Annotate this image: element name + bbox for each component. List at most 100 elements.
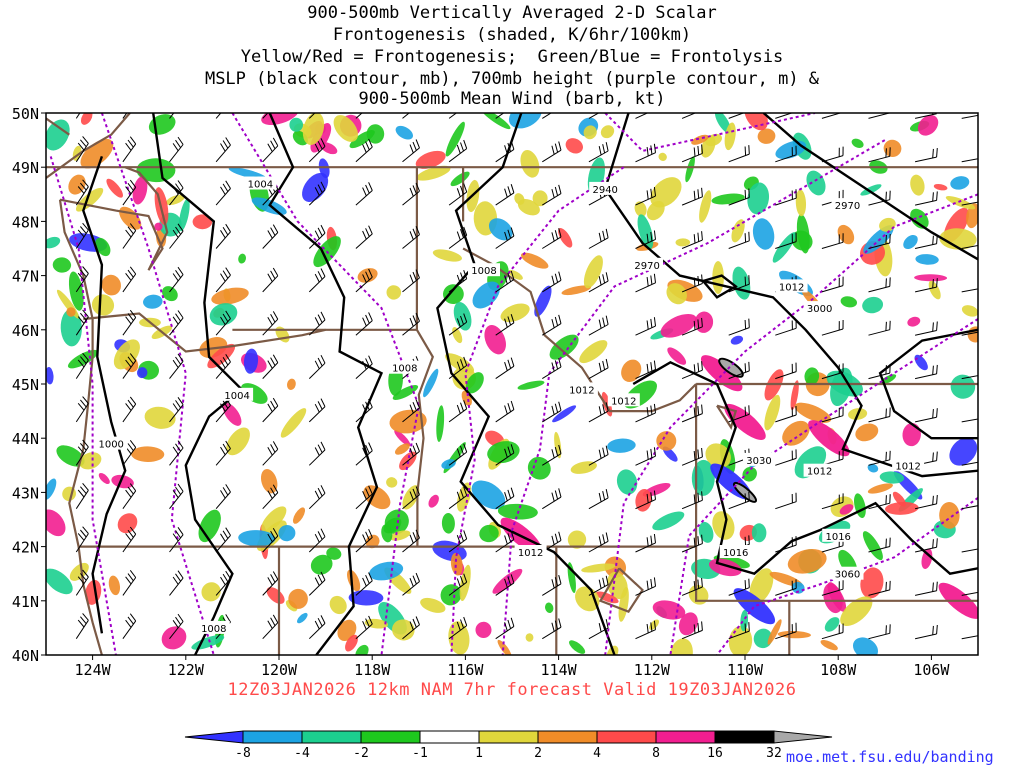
barb-flag — [127, 226, 134, 235]
wind-barb — [635, 490, 656, 510]
barb-flag — [320, 571, 326, 581]
barb-flag — [554, 533, 559, 543]
barb-flag — [320, 528, 326, 537]
credit-link[interactable]: moe.met.fsu.edu/banding — [786, 748, 994, 766]
barb-flag — [456, 448, 461, 458]
barb-flag — [320, 615, 326, 624]
barb-flag — [983, 583, 984, 592]
barb-flag — [646, 623, 649, 634]
barb-flag — [602, 577, 606, 587]
barb-flag — [510, 617, 515, 627]
shade-blob — [561, 285, 592, 296]
barb-flag — [365, 444, 370, 454]
wind-barb — [215, 137, 231, 163]
wind-barb — [914, 234, 938, 249]
wind-barb — [542, 618, 562, 640]
barb-flag — [175, 139, 182, 148]
state-border-line — [59, 166, 169, 271]
barb-flag — [129, 569, 137, 578]
shade-blob — [740, 609, 749, 632]
lon-label: 118W — [354, 661, 391, 679]
barb-flag — [653, 317, 656, 327]
shade-blob — [287, 378, 296, 390]
shade-blob — [966, 203, 978, 229]
barb-flag — [366, 98, 370, 106]
wind-barb — [122, 526, 137, 553]
barb-flag — [314, 620, 320, 630]
barb-flag — [463, 226, 468, 236]
barb-flag — [129, 526, 137, 535]
barb-flag — [321, 95, 325, 103]
shade-blob — [747, 182, 770, 215]
mslp-1016b — [632, 360, 978, 576]
barb-flag — [175, 400, 182, 409]
wind-barb — [961, 583, 984, 596]
wind-barb — [681, 274, 703, 293]
barb-flag — [697, 232, 700, 242]
shade-blob — [607, 438, 636, 453]
shade-blob — [854, 493, 866, 519]
barb-flag — [983, 192, 984, 201]
pressure-label: 1012 — [779, 282, 804, 293]
barb-flag — [270, 400, 276, 410]
barb-flag — [650, 318, 653, 328]
colorbar-label: 2 — [534, 746, 542, 761]
wind-barb — [821, 319, 844, 336]
barb-shaft — [914, 373, 937, 380]
barb-flag — [368, 355, 373, 365]
barb-flag — [507, 576, 512, 586]
barb-flag — [221, 100, 226, 108]
barb-flag — [653, 447, 656, 457]
shade-blob — [211, 287, 249, 305]
shade-blob — [117, 513, 138, 534]
barb-shaft — [122, 620, 137, 639]
barb-flag — [697, 189, 700, 199]
shade-blob — [675, 238, 691, 247]
shade-blob — [111, 474, 134, 489]
barb-flag — [365, 358, 370, 367]
barb-flag — [177, 353, 184, 362]
wind-barb — [122, 136, 137, 163]
barb-flag — [129, 353, 137, 362]
barb-flag — [415, 139, 420, 149]
barb-flag — [598, 449, 602, 459]
barb-flag — [368, 182, 373, 191]
barb-flag — [129, 179, 137, 188]
shade-blob — [660, 313, 697, 338]
shade-blob — [436, 405, 445, 442]
shade-blob — [525, 633, 534, 642]
barb-flag — [412, 532, 417, 541]
wind-barb — [588, 575, 609, 596]
shade-blob — [903, 234, 918, 250]
shade-blob — [395, 125, 413, 140]
barb-flag — [551, 579, 555, 589]
barb-flag — [558, 531, 562, 541]
barb-shaft — [588, 454, 609, 466]
barb-flag — [267, 403, 273, 412]
wind-barb — [122, 569, 137, 596]
shade-blob — [658, 152, 667, 161]
barb-flag — [885, 625, 887, 635]
pressure-label: 1016 — [825, 532, 850, 543]
barb-flag — [77, 272, 85, 281]
wind-barb — [495, 574, 515, 596]
barb-shaft — [821, 328, 844, 336]
barb-flag — [272, 571, 279, 580]
wind-barb — [355, 572, 373, 596]
shade-blob — [136, 367, 148, 379]
shade-blob — [165, 194, 185, 206]
barb-flag — [172, 273, 179, 282]
axis-labels: 50N 49N 48N 47N 46N 45N 44N 43N 42N 41N 40N 124W 122… — [12, 105, 951, 679]
barb-flag — [125, 619, 132, 628]
mslp-low — [702, 274, 738, 299]
shade-blob — [569, 640, 586, 654]
barb-shaft — [542, 626, 562, 640]
wind-barb — [169, 266, 184, 293]
wind-barb — [355, 182, 373, 206]
mslp-1004 — [152, 113, 244, 655]
barb-flag — [409, 491, 414, 500]
barb-flag — [270, 574, 276, 583]
shade-blob — [497, 639, 512, 655]
barb-flag — [885, 321, 887, 331]
